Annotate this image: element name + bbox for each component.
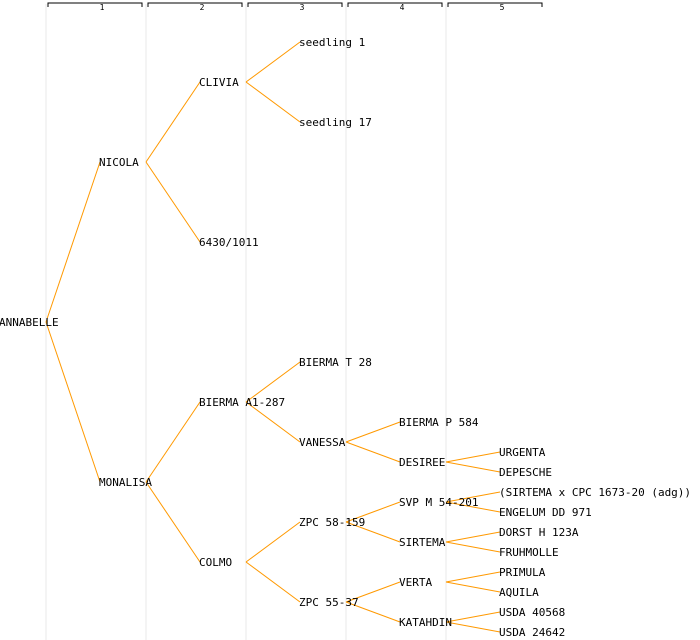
edge-vanessa-to-desiree xyxy=(345,441,401,463)
pedigree-edges xyxy=(45,41,501,633)
edge-verta-to-primula xyxy=(445,571,501,583)
edge-zpc-58-159-to-svp-m-54-201 xyxy=(345,501,401,523)
edge-nicola-to-6430-1011 xyxy=(145,161,201,243)
generation-header-bracket xyxy=(247,2,343,7)
node-primula[interactable]: PRIMULA xyxy=(499,566,546,579)
node-desiree[interactable]: DESIREE xyxy=(399,456,445,469)
node-usda-24642[interactable]: USDA 24642 xyxy=(499,626,565,639)
generation-header-bracket xyxy=(347,2,443,7)
edge-annabelle-to-monalisa xyxy=(45,321,101,483)
edge-verta-to-aquila xyxy=(445,581,501,593)
node-sirtema[interactable]: SIRTEMA xyxy=(399,536,446,549)
edge-sirtema-to-dorst-h-123a xyxy=(445,531,501,543)
node-6430-1011[interactable]: 6430/1011 xyxy=(199,236,259,249)
pedigree-nodes: ANNABELLE NICOLA CLIVIA seedling 1 seedling … xyxy=(0,36,691,639)
edge-desiree-to-urgenta xyxy=(445,451,501,463)
generation-number: 2 xyxy=(200,3,205,12)
node-engelum-dd-971[interactable]: ENGELUM DD 971 xyxy=(499,506,592,519)
node-sirtema-x-cpc-1673-20-adg[interactable]: (SIRTEMA x CPC 1673-20 (adg)) xyxy=(499,486,691,499)
edge-clivia-to-seedling-17 xyxy=(245,81,301,123)
edge-colmo-to-zpc-55-37 xyxy=(245,561,301,603)
generation-columns: 1 2 3 4 5 xyxy=(45,2,543,640)
edge-vanessa-to-bierma-p-584 xyxy=(345,421,401,443)
edge-desiree-to-depesche xyxy=(445,461,501,473)
generation-header-bracket xyxy=(47,2,143,7)
edge-annabelle-to-nicola xyxy=(45,161,101,323)
edge-katahdin-to-usda-40568 xyxy=(445,611,501,623)
node-zpc-55-37[interactable]: ZPC 55-37 xyxy=(299,596,359,609)
node-usda-40568[interactable]: USDA 40568 xyxy=(499,606,565,619)
node-fruhmolle[interactable]: FRUHMOLLE xyxy=(499,546,559,559)
node-dorst-h-123a[interactable]: DORST H 123A xyxy=(499,526,579,539)
node-svp-m-54-201[interactable]: SVP M 54-201 xyxy=(399,496,478,509)
edge-zpc-55-37-to-verta xyxy=(345,581,401,603)
generation-number: 3 xyxy=(300,3,305,12)
node-bierma-t-28[interactable]: BIERMA T 28 xyxy=(299,356,372,369)
node-clivia[interactable]: CLIVIA xyxy=(199,76,239,89)
generation-header-bracket xyxy=(447,2,543,7)
node-seedling-17[interactable]: seedling 17 xyxy=(299,116,372,129)
generation-number: 5 xyxy=(500,3,505,12)
edge-monalisa-to-colmo xyxy=(145,481,201,563)
edge-svp-m-54-201-to-engelum-dd-971 xyxy=(445,501,501,513)
node-colmo[interactable]: COLMO xyxy=(199,556,232,569)
node-verta[interactable]: VERTA xyxy=(399,576,432,589)
edge-bierma-a1-287-to-vanessa xyxy=(245,401,301,443)
edge-bierma-a1-287-to-bierma-t-28 xyxy=(245,361,301,403)
node-zpc-58-159[interactable]: ZPC 58-159 xyxy=(299,516,365,529)
node-katahdin[interactable]: KATAHDIN xyxy=(399,616,452,629)
node-bierma-a1-287[interactable]: BIERMA A1-287 xyxy=(199,396,285,409)
generation-number: 4 xyxy=(400,3,405,12)
node-depesche[interactable]: DEPESCHE xyxy=(499,466,552,479)
edge-svp-m-54-201-to-sirtema-x-cpc-1673-20-adg xyxy=(445,491,501,503)
edge-clivia-to-seedling-1 xyxy=(245,41,301,83)
node-bierma-p-584[interactable]: BIERMA P 584 xyxy=(399,416,479,429)
node-annabelle[interactable]: ANNABELLE xyxy=(0,316,59,329)
edge-monalisa-to-bierma-a1-287 xyxy=(145,401,201,483)
node-monalisa[interactable]: MONALISA xyxy=(99,476,152,489)
node-aquila[interactable]: AQUILA xyxy=(499,586,539,599)
edge-sirtema-to-fruhmolle xyxy=(445,541,501,553)
generation-header-bracket xyxy=(147,2,243,7)
node-nicola[interactable]: NICOLA xyxy=(99,156,139,169)
node-vanessa[interactable]: VANESSA xyxy=(299,436,346,449)
edge-nicola-to-clivia xyxy=(145,81,201,163)
node-urgenta[interactable]: URGENTA xyxy=(499,446,546,459)
node-seedling-1[interactable]: seedling 1 xyxy=(299,36,365,49)
edge-zpc-55-37-to-katahdin xyxy=(345,601,401,623)
generation-number: 1 xyxy=(100,3,105,12)
edge-colmo-to-zpc-58-159 xyxy=(245,521,301,563)
edge-katahdin-to-usda-24642 xyxy=(445,621,501,633)
edge-zpc-58-159-to-sirtema xyxy=(345,521,401,543)
